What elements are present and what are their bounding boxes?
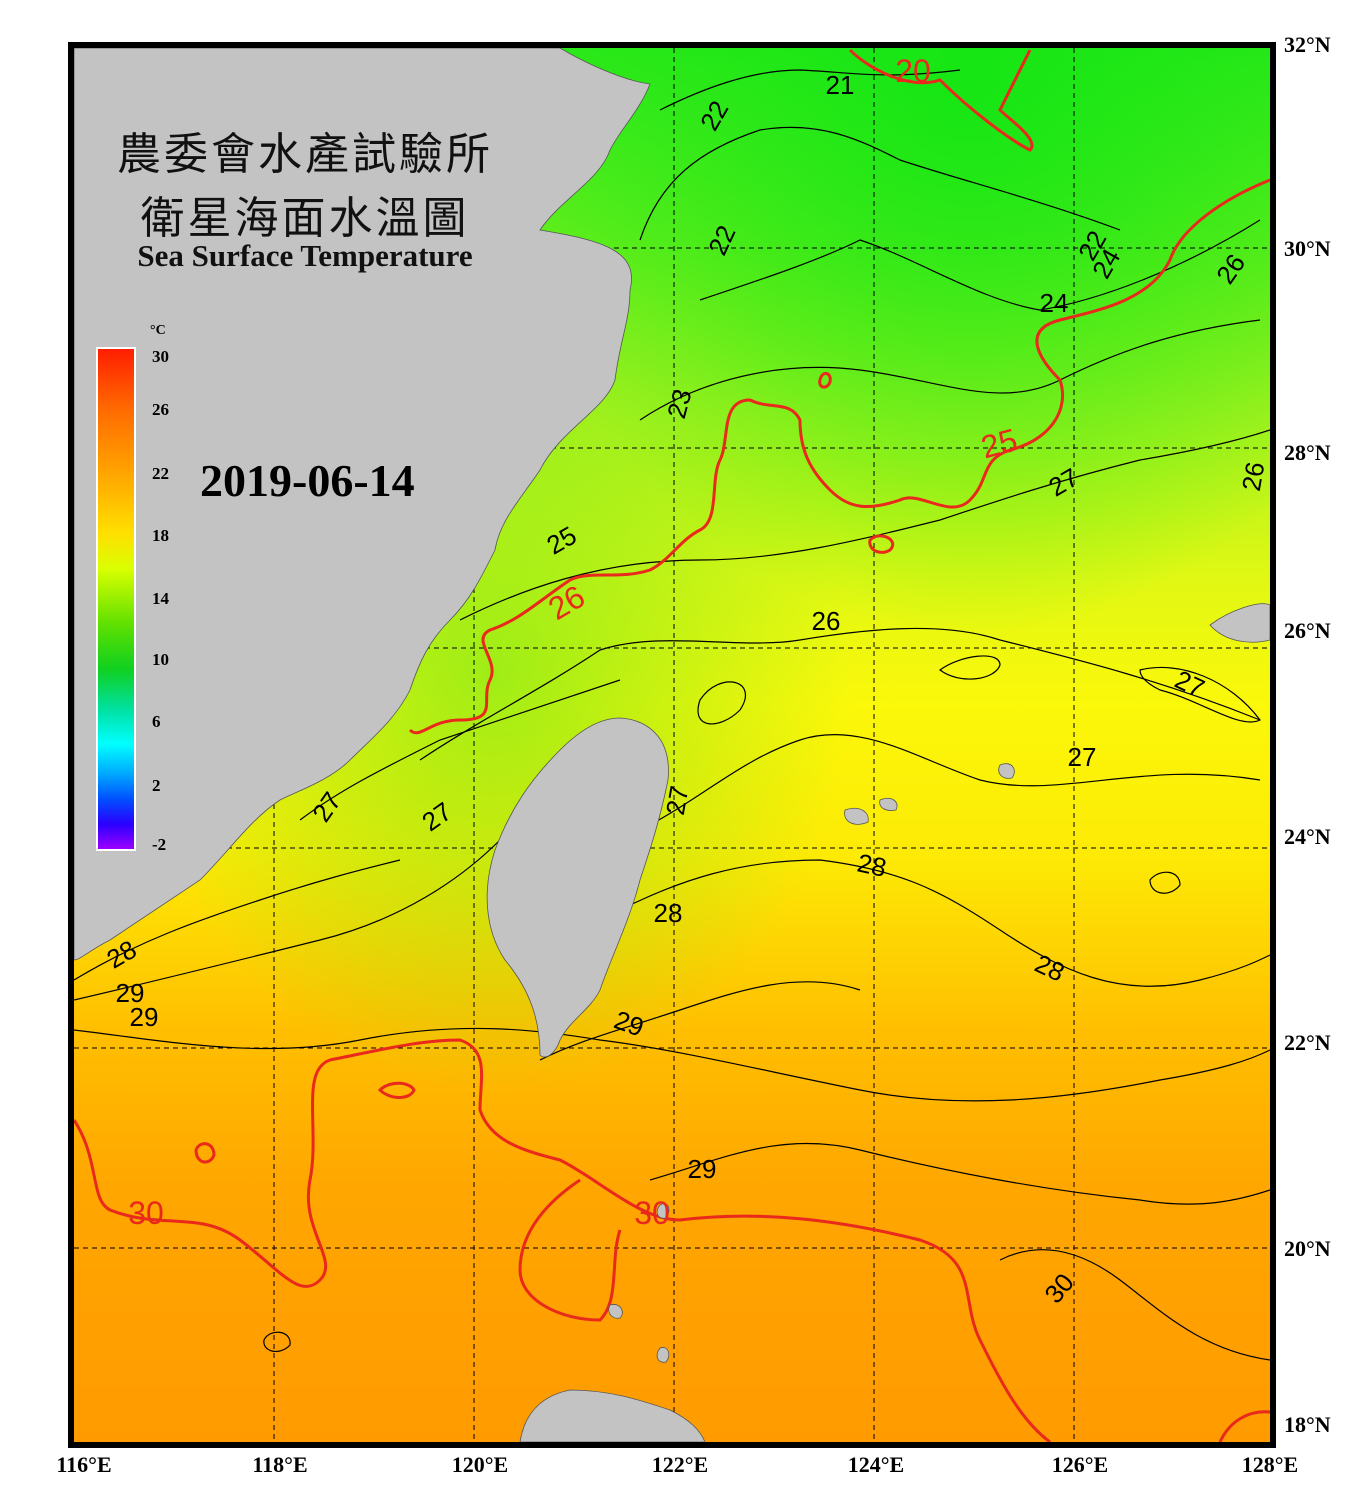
institute-title: 農委會水產試驗所 [117,129,493,180]
isotherm-label: 27 [1068,742,1097,772]
latitude-label: 20°N [1284,1236,1331,1261]
latitude-label: 30°N [1284,236,1331,261]
latitude-label: 28°N [1284,440,1331,465]
isotherm-label: 28 [855,848,890,883]
latitude-label: 24°N [1284,824,1331,849]
latitude-label: 18°N [1284,1412,1331,1437]
isotherm-label: 28 [654,898,683,928]
taiwan-island [486,717,669,1058]
isotherm-label: 20 [895,53,931,89]
isotherm-label: 29 [130,1002,159,1032]
colorbar-tick: 30 [152,347,169,366]
longitude-label: 126°E [1051,1452,1109,1477]
longitude-label: 120°E [451,1452,509,1477]
isotherms [74,69,1270,1361]
temperature-colorbar [96,347,136,851]
isotherm-label: 29 [688,1154,717,1184]
colorbar-tick: 14 [152,589,169,608]
colorbar-tick: 22 [152,464,169,483]
land [74,48,1270,1442]
isotherm-label: 30 [128,1195,164,1231]
isotherm-label: 30 [634,1195,670,1231]
highlight-isotherms [74,48,1270,1442]
colorbar-tick: 18 [152,526,169,545]
colorbar-tick: 10 [152,650,169,669]
latitude-label: 32°N [1284,32,1331,57]
isotherm-label: 26 [1236,460,1271,494]
map-title-chinese: 衛星海面水溫圖 [140,193,470,244]
latitude-label: 26°N [1284,618,1331,643]
map-title-english: Sea Surface Temperature [137,238,473,273]
map-frame [68,42,1276,1448]
isotherm-label: 26 [812,606,841,636]
colorbar-tick: 6 [152,712,161,731]
china-mainland [74,48,651,961]
colorbar-tick: 2 [152,776,161,795]
colorbar-tick: 26 [152,400,169,419]
longitude-label: 116°E [56,1452,112,1477]
longitude-label: 122°E [651,1452,709,1477]
observation-date: 2019-06-14 [200,455,415,506]
longitude-label: 118°E [252,1452,308,1477]
luzon-island [519,1389,706,1442]
isotherm-label: 21 [826,70,855,100]
isotherm-label: 27 [660,784,695,818]
isotherm-label: 24 [1040,288,1069,318]
isotherm-label: 29 [116,978,145,1008]
longitude-label: 128°E [1241,1452,1299,1477]
longitude-label: 124°E [847,1452,905,1477]
colorbar-unit: °C [150,323,166,338]
colorbar-tick: -2 [152,835,167,854]
latitude-label: 22°N [1284,1030,1331,1055]
